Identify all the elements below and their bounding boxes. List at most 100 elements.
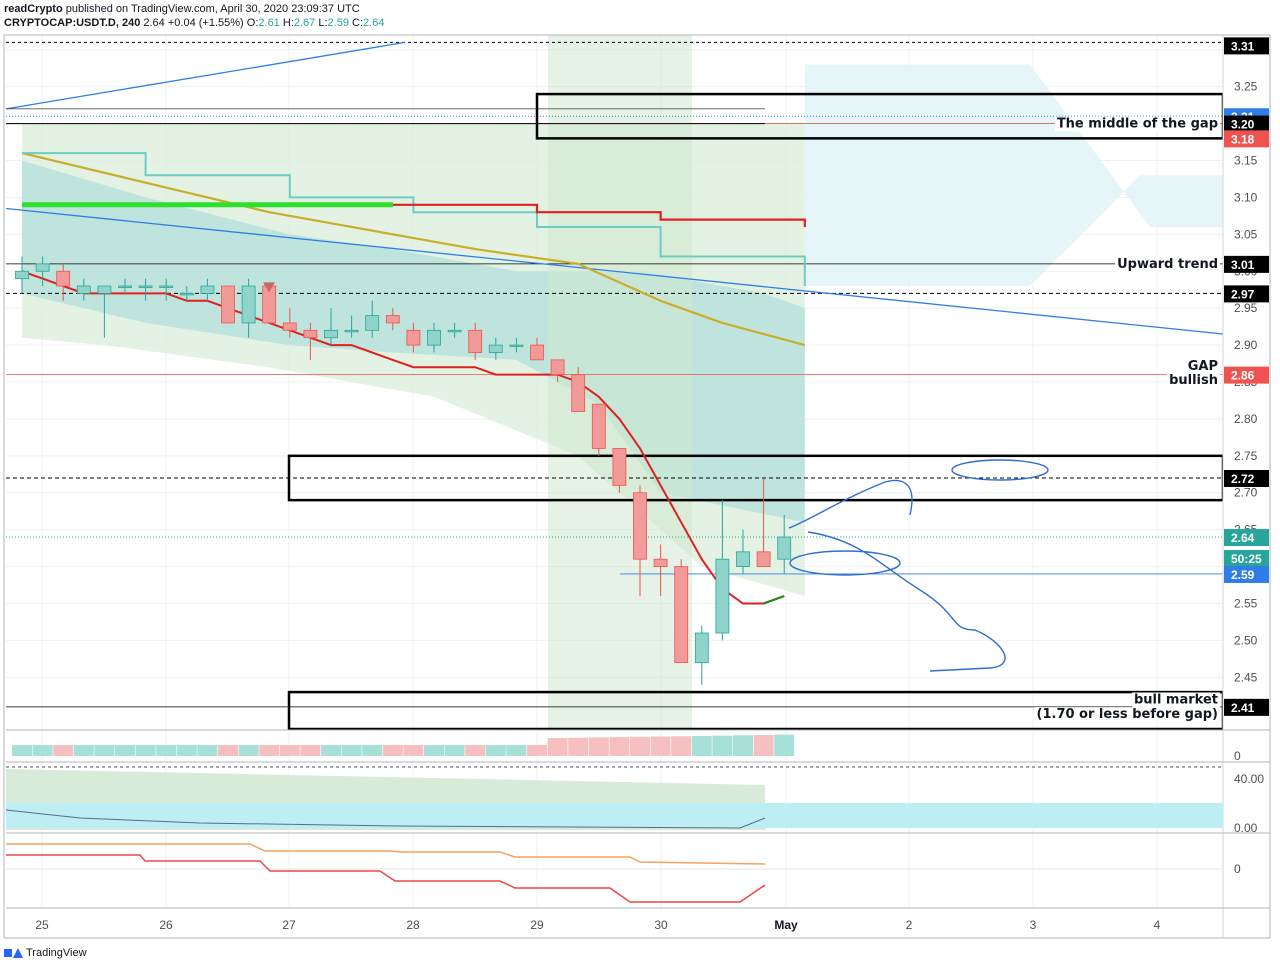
publish-text: published on TradingView.com, April 30, … [65, 3, 360, 15]
price-tick-label: 2.50 [1234, 633, 1258, 647]
volume-bar [176, 745, 197, 756]
candle-body [591, 403, 606, 449]
time-tick-label: 3 [1030, 918, 1037, 932]
open-label: O: [246, 17, 259, 29]
macd-signal-line [6, 843, 766, 865]
volume-bar [362, 745, 383, 756]
annotation-label: (1.70 or less before gap) [1037, 707, 1218, 722]
time-tick-label: 28 [406, 918, 420, 932]
price-tick-label: 2.75 [1234, 449, 1258, 463]
volume-bar [197, 745, 218, 756]
candle-body [468, 329, 483, 353]
price-tick-label: 2.70 [1234, 486, 1258, 500]
trendline-lower [5, 207, 1224, 335]
candle-body [159, 285, 174, 288]
volume-bar [465, 745, 486, 756]
volume-bar [32, 745, 53, 756]
volume-bar [691, 735, 712, 756]
time-tick-label: May [774, 918, 798, 932]
price-label: 2.72 [1231, 472, 1255, 486]
high-value: 2.67 [293, 17, 316, 29]
annotation-bg [1185, 358, 1220, 374]
price-label-box [1224, 469, 1269, 487]
volume-bar [12, 745, 32, 756]
time-tick-label: 2 [906, 918, 913, 932]
volume-bar [485, 745, 506, 756]
price-label: 3.18 [1231, 132, 1255, 146]
ema-line [21, 270, 785, 605]
candle-body [344, 329, 359, 333]
low-label: L: [318, 17, 328, 29]
price-tick-label: 2.55 [1234, 596, 1258, 610]
volume-bar [156, 745, 177, 756]
annotation-label: Upward trend [1117, 257, 1218, 272]
candle-body [715, 558, 730, 634]
candle-body [15, 270, 29, 280]
future-cloud [804, 64, 1223, 287]
price-label: 3.31 [1231, 39, 1255, 53]
price-label: 2.97 [1231, 287, 1255, 301]
price-tick-label: 3.15 [1234, 154, 1258, 168]
price-tick-label: 2.95 [1234, 301, 1258, 315]
open-value: 2.61 [258, 17, 280, 29]
candle-body [138, 285, 153, 288]
candle-body [427, 329, 441, 346]
osc-line [5, 809, 766, 829]
macd-line [6, 854, 766, 903]
macd-tick-label: 0 [1234, 862, 1241, 876]
volume-bar [279, 745, 300, 756]
candle-body [118, 285, 132, 288]
candle-body [447, 329, 462, 333]
drawing-arrow [788, 481, 886, 529]
close-value: 2.64 [363, 17, 385, 29]
annotation-bg [1034, 707, 1220, 723]
annotation-label: bullish [1169, 373, 1218, 388]
low-value: 2.59 [327, 17, 349, 29]
price-change: +0.04 (+1.55%) [167, 17, 244, 29]
volume-bar [630, 736, 650, 756]
candle-body [509, 344, 524, 347]
publish-info: readCrypto published on TradingView.com,… [4, 3, 360, 15]
price-label: 2.41 [1231, 701, 1255, 715]
price-label: 3.01 [1231, 258, 1255, 272]
volume-bar [568, 737, 589, 756]
candle-body [385, 315, 400, 324]
price-label-box [1224, 285, 1269, 303]
symbol-name[interactable]: CRYPTOCAP:USDT.D, 240 [4, 17, 141, 29]
annotation-bg [1115, 256, 1220, 272]
drawing-path [807, 531, 1006, 672]
price-label: 3.20 [1231, 118, 1255, 132]
drawing-arrow [884, 479, 913, 516]
volume-bar [259, 745, 280, 756]
price-tick-label: 3.25 [1234, 80, 1258, 94]
volume-bar [444, 745, 465, 756]
annotation-bg [1054, 116, 1220, 132]
time-tick-label: 29 [530, 918, 544, 932]
high-label: H: [282, 17, 294, 29]
volume-bar [73, 745, 94, 756]
candle-body [694, 632, 709, 663]
volume-bar [650, 736, 671, 756]
tradingview-logo-icon [4, 948, 23, 958]
author-name[interactable]: readCrypto [4, 3, 63, 15]
time-tick-label: 4 [1154, 918, 1161, 932]
volume-bar [218, 745, 238, 756]
candle-body [324, 329, 338, 339]
volume-tick-label: 0 [1234, 749, 1241, 763]
signal-marker-icon [263, 282, 275, 293]
price-label-box [1224, 255, 1269, 273]
candle-body [674, 566, 689, 663]
brand-name[interactable]: TradingView [26, 947, 87, 959]
chart-frame [3, 34, 1271, 939]
candle-body [633, 492, 647, 560]
volume-bar [588, 737, 609, 756]
volume-bar [506, 745, 527, 756]
volume-bar [609, 737, 630, 756]
volume-bar [547, 738, 568, 756]
annotation-label: The middle of the gap [1057, 117, 1218, 132]
candle-body [653, 558, 668, 567]
osc-tick-label: 40.00 [1234, 772, 1264, 786]
volume-bar [321, 745, 341, 756]
last-price: 2.64 [143, 17, 165, 29]
